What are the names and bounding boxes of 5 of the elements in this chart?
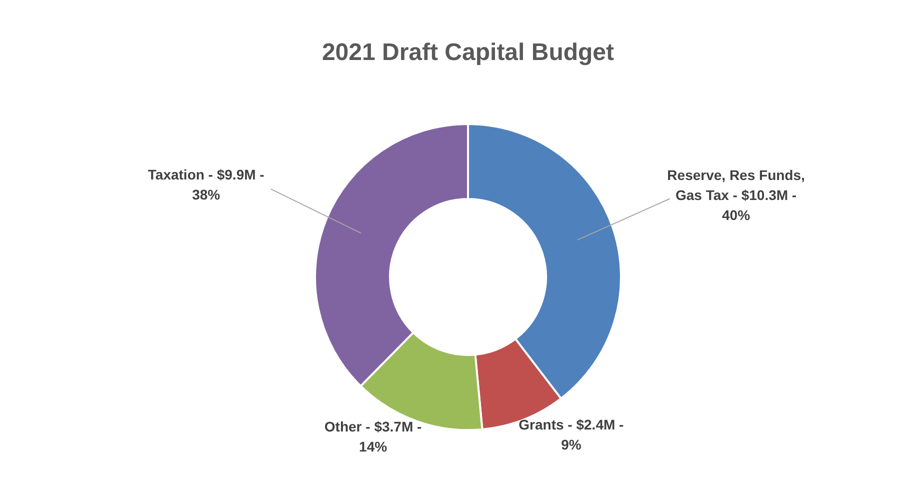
slice-label: Taxation - $9.9M - 38% [148, 166, 265, 203]
slice-label: Reserve, Res Funds, Gas Tax - $10.3M - 40% [667, 166, 805, 223]
slice-label: Other - $3.7M - 14% [324, 418, 422, 455]
chart-title: 2021 Draft Capital Budget [322, 39, 614, 66]
slice-label: Grants - $2.4M - 9% [518, 416, 624, 453]
